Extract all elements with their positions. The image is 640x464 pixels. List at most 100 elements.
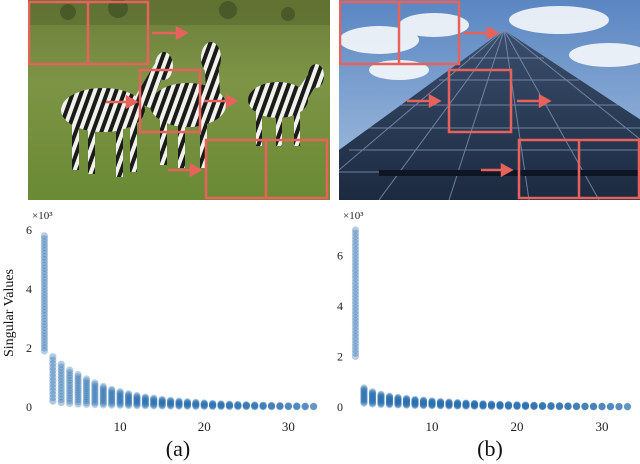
data-point <box>40 279 49 287</box>
data-point <box>309 402 318 411</box>
data-point <box>351 265 360 273</box>
data-point <box>547 402 555 410</box>
data-point <box>293 402 301 410</box>
data-point <box>309 402 318 410</box>
data-point <box>496 401 504 409</box>
data-point <box>284 402 292 410</box>
data-point <box>487 402 496 410</box>
data-point <box>192 401 200 409</box>
data-point <box>521 402 530 410</box>
data-point <box>428 399 436 407</box>
data-point <box>504 401 513 409</box>
data-point <box>572 403 581 411</box>
data-point <box>259 401 267 410</box>
data-point <box>284 402 292 410</box>
data-point <box>200 400 208 408</box>
data-point <box>209 400 217 408</box>
data-point <box>547 401 555 410</box>
data-point <box>133 398 141 407</box>
data-point <box>242 402 250 410</box>
data-point <box>225 401 234 409</box>
data-point <box>309 403 318 411</box>
data-point <box>175 399 183 407</box>
data-point <box>57 384 65 392</box>
data-point <box>192 399 200 407</box>
data-point <box>259 402 267 410</box>
data-point <box>547 402 555 410</box>
data-point <box>351 294 360 302</box>
data-point <box>141 395 149 403</box>
data-point <box>470 401 479 409</box>
data-point <box>242 401 250 410</box>
data-point <box>82 400 91 408</box>
data-point <box>394 399 402 407</box>
data-point <box>513 401 521 409</box>
data-point <box>419 402 428 410</box>
data-point <box>351 229 360 237</box>
data-point <box>419 400 428 408</box>
data-point <box>462 402 470 410</box>
data-point <box>351 258 360 267</box>
data-point <box>74 395 82 404</box>
data-point <box>351 346 360 354</box>
data-point <box>183 399 192 408</box>
data-point <box>385 393 394 402</box>
data-point <box>487 401 496 409</box>
data-point <box>133 391 141 400</box>
data-point <box>453 398 462 407</box>
data-point <box>40 341 49 349</box>
data-point <box>116 390 124 398</box>
data-point <box>57 390 65 398</box>
data-point <box>200 402 208 411</box>
data-point <box>133 397 141 405</box>
x-tick-label: 30 <box>596 419 609 434</box>
data-point <box>351 330 360 338</box>
data-point <box>284 402 292 411</box>
data-point <box>175 400 183 408</box>
data-point <box>225 401 234 409</box>
data-point <box>49 377 57 385</box>
data-point <box>251 402 259 410</box>
data-point <box>428 401 436 409</box>
data-point <box>57 369 65 377</box>
data-point <box>141 402 149 410</box>
data-point <box>496 402 504 410</box>
data-point <box>49 373 57 381</box>
data-point <box>530 401 538 410</box>
data-point <box>251 401 259 410</box>
data-point <box>267 402 276 410</box>
data-point <box>192 401 200 409</box>
data-point <box>555 403 564 411</box>
data-point <box>453 399 462 407</box>
data-point <box>293 402 301 410</box>
data-point <box>564 403 572 411</box>
data-point <box>411 395 419 404</box>
data-point <box>615 403 623 411</box>
data-point <box>217 400 225 408</box>
data-point <box>436 402 445 410</box>
data-point <box>581 402 589 410</box>
data-point <box>150 394 158 402</box>
data-point <box>183 401 192 409</box>
data-point <box>402 395 411 404</box>
data-point <box>581 402 589 410</box>
data-point <box>116 401 124 409</box>
data-point <box>351 281 360 289</box>
data-point <box>411 396 419 404</box>
data-point <box>368 389 377 397</box>
data-point <box>623 402 632 411</box>
data-point <box>428 397 436 405</box>
data-point <box>385 394 394 402</box>
data-point <box>301 402 309 411</box>
data-point <box>581 402 589 410</box>
data-point <box>470 400 479 409</box>
data-point <box>351 307 360 315</box>
data-point <box>40 306 49 314</box>
y-tick-label: 0 <box>26 400 32 414</box>
data-point <box>150 399 158 408</box>
data-point <box>158 396 166 404</box>
data-point <box>360 385 368 393</box>
data-point <box>428 399 436 408</box>
data-point <box>623 403 632 411</box>
data-point <box>470 399 479 407</box>
